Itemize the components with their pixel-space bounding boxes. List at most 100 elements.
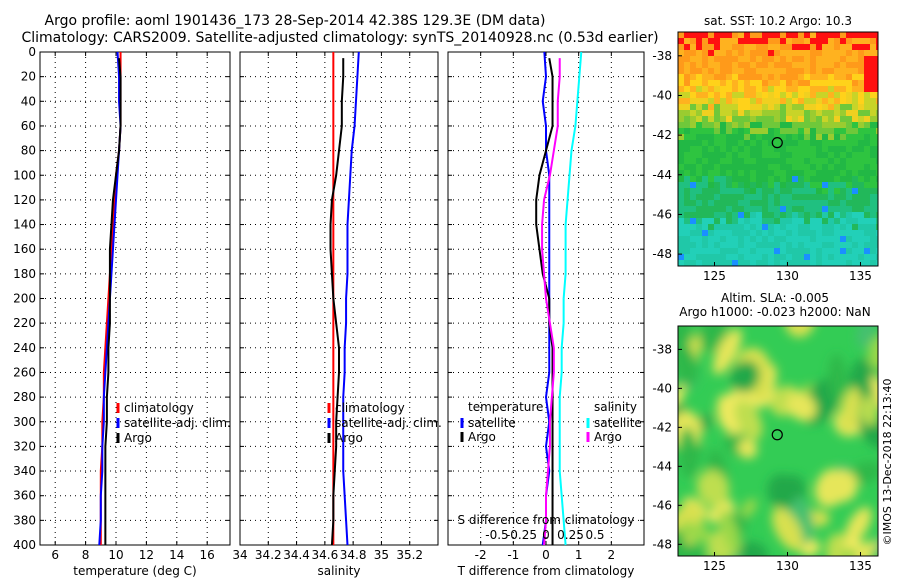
sst-cell xyxy=(822,158,828,164)
sst-cell xyxy=(708,56,714,62)
sst-cell xyxy=(810,80,816,86)
y-tick-label: 300 xyxy=(13,415,36,429)
sst-cell xyxy=(678,74,684,80)
sst-cell xyxy=(708,260,714,266)
sst-cell xyxy=(780,146,786,152)
sst-cell xyxy=(768,68,774,74)
sst-cell xyxy=(876,188,878,194)
sst-cell xyxy=(732,104,738,110)
sst-cell xyxy=(840,92,846,98)
sst-cell xyxy=(846,230,852,236)
sst-cell xyxy=(726,56,732,62)
sst-cell xyxy=(720,56,726,62)
sst-cell xyxy=(732,170,738,176)
sst-cell xyxy=(822,200,828,206)
sst-cell xyxy=(846,110,852,116)
sla-blob xyxy=(741,498,757,517)
sst-cell xyxy=(828,200,834,206)
sst-cell xyxy=(792,134,798,140)
legend-label: Argo xyxy=(594,430,622,444)
sst-cell xyxy=(774,152,780,158)
sst-cell xyxy=(702,254,708,260)
sst-cell xyxy=(756,68,762,74)
sst-cell xyxy=(708,152,714,158)
sst-cell xyxy=(852,140,858,146)
sst-cell xyxy=(870,194,876,200)
sst-cell xyxy=(810,170,816,176)
sla-blob xyxy=(784,326,815,338)
sst-cell xyxy=(744,116,750,122)
sst-cell xyxy=(696,230,702,236)
sst-cell xyxy=(720,86,726,92)
sst-cell xyxy=(720,110,726,116)
sla-blob xyxy=(867,334,878,370)
sst-cell xyxy=(708,230,714,236)
sst-cell xyxy=(708,146,714,152)
sst-cell xyxy=(690,110,696,116)
sst-cell xyxy=(708,218,714,224)
sst-cell xyxy=(774,104,780,110)
sst-cell xyxy=(828,260,834,266)
sst-cell xyxy=(720,74,726,80)
sst-cell xyxy=(834,242,840,248)
sst-cell xyxy=(702,260,708,266)
sst-cell xyxy=(798,122,804,128)
sst-cell xyxy=(732,56,738,62)
sst-cell xyxy=(744,86,750,92)
sst-cell xyxy=(810,152,816,158)
sst-cell xyxy=(762,104,768,110)
sst-cell xyxy=(822,44,828,50)
sst-cell xyxy=(714,164,720,170)
sst-cell xyxy=(708,50,714,56)
legend-label: satellite xyxy=(468,416,516,430)
sst-cell xyxy=(768,158,774,164)
sst-cell xyxy=(684,266,690,272)
sst-cell xyxy=(780,230,786,236)
sst-cell xyxy=(774,230,780,236)
sst-cell xyxy=(678,200,684,206)
sst-cell xyxy=(804,68,810,74)
sst-cell xyxy=(714,158,720,164)
sst-cell xyxy=(858,242,864,248)
sst-cell xyxy=(858,122,864,128)
sst-cell xyxy=(852,38,858,44)
sst-cell xyxy=(696,236,702,242)
sst-cell xyxy=(858,212,864,218)
sst-cell xyxy=(774,206,780,212)
sst-cell xyxy=(786,248,792,254)
sst-cell xyxy=(726,74,732,80)
sst-cell xyxy=(720,206,726,212)
sst-cell xyxy=(816,80,822,86)
legend-label: Argo xyxy=(124,431,152,445)
sst-cell xyxy=(678,206,684,212)
sst-cell xyxy=(822,56,828,62)
sst-cell xyxy=(858,134,864,140)
sst-cell xyxy=(792,182,798,188)
sst-cell xyxy=(816,110,822,116)
sst-cell xyxy=(678,44,684,50)
sst-cell xyxy=(720,128,726,134)
sst-cell xyxy=(720,116,726,122)
sst-cell xyxy=(726,68,732,74)
sst-cell xyxy=(684,50,690,56)
sst-cell xyxy=(852,92,858,98)
sst-cell xyxy=(678,194,684,200)
sla-blob xyxy=(699,326,727,353)
sst-cell xyxy=(798,62,804,68)
sst-cell xyxy=(804,236,810,242)
sst-cell xyxy=(840,38,846,44)
sst-cell xyxy=(858,116,864,122)
sst-cell xyxy=(810,224,816,230)
sst-cell xyxy=(840,56,846,62)
sst-cell xyxy=(780,68,786,74)
sst-cell xyxy=(810,98,816,104)
sst-cell xyxy=(828,236,834,242)
sst-cell xyxy=(864,134,870,140)
sst-cell xyxy=(678,146,684,152)
sst-cell xyxy=(828,68,834,74)
sst-cell xyxy=(726,140,732,146)
sst-cell xyxy=(876,104,878,110)
sst-cell xyxy=(816,92,822,98)
sst-cell xyxy=(840,110,846,116)
sst-cell xyxy=(840,254,846,260)
